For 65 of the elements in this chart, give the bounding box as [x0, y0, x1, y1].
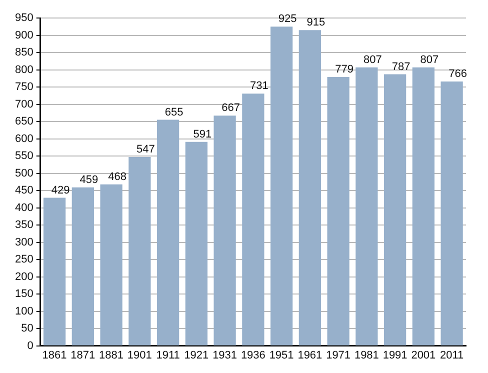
data-label: 766 — [448, 68, 467, 80]
bar — [214, 116, 236, 346]
bar — [72, 187, 94, 346]
data-label: 787 — [392, 60, 410, 73]
x-tick-label: 1991 — [382, 349, 408, 362]
bar — [270, 26, 293, 346]
y-tick-label: 100 — [14, 305, 34, 318]
data-label: 925 — [278, 13, 297, 26]
bar — [128, 157, 151, 346]
x-tick-label: 1901 — [127, 349, 152, 362]
y-tick-label: 350 — [14, 219, 34, 232]
x-tick-label: 1981 — [354, 349, 379, 362]
bar — [242, 94, 264, 346]
x-tick-label: 1921 — [184, 349, 209, 362]
y-tick-label: 300 — [14, 236, 34, 248]
x-tick-label: 1931 — [212, 349, 238, 362]
bar — [327, 77, 350, 346]
x-tick-label: 1961 — [298, 349, 322, 362]
y-tick-label: 950 — [14, 12, 34, 24]
y-tick-label: 400 — [14, 202, 34, 214]
bar — [43, 198, 66, 346]
bar — [440, 81, 463, 346]
x-tick-label: 1861 — [42, 349, 67, 362]
y-tick-label: 450 — [14, 184, 34, 197]
x-tick-label: 2001 — [411, 349, 436, 362]
bar — [384, 74, 406, 346]
data-label: 807 — [364, 54, 382, 66]
data-label: 459 — [80, 174, 98, 186]
data-label: 731 — [250, 80, 268, 92]
data-label: 547 — [136, 144, 155, 156]
y-tick-label: 850 — [14, 46, 34, 59]
data-label: 807 — [420, 54, 439, 66]
bar — [100, 184, 122, 346]
data-label: 429 — [51, 184, 70, 196]
y-tick-label: 50 — [21, 322, 34, 335]
x-tick-label: 1971 — [326, 349, 351, 362]
bar — [185, 142, 208, 346]
data-label: 915 — [306, 16, 326, 29]
data-label: 468 — [108, 170, 126, 183]
y-tick-label: 600 — [14, 132, 34, 145]
bar — [412, 67, 434, 346]
y-tick-label: 550 — [14, 150, 34, 162]
x-tick-label: 1951 — [269, 349, 294, 362]
y-tick-label: 900 — [14, 29, 34, 42]
y-tick-label: 500 — [14, 167, 34, 180]
y-tick-label: 800 — [14, 64, 34, 76]
data-label: 655 — [164, 106, 184, 118]
data-label: 779 — [335, 64, 354, 76]
bar — [156, 120, 180, 346]
y-tick-label: 250 — [14, 254, 34, 266]
y-tick-label: 150 — [14, 288, 34, 300]
data-label: 591 — [193, 128, 212, 140]
bar — [356, 67, 378, 346]
x-tick-label: 1881 — [99, 349, 124, 362]
data-label: 667 — [222, 102, 240, 114]
x-tick-label: 1936 — [240, 349, 266, 362]
y-tick-label: 750 — [14, 81, 34, 94]
x-tick-label: 1871 — [70, 349, 96, 362]
y-tick-label: 0 — [27, 340, 34, 352]
x-tick-label: 2011 — [440, 349, 464, 362]
y-tick-label: 700 — [14, 98, 34, 110]
y-tick-label: 200 — [14, 270, 34, 283]
y-tick-label: 650 — [14, 116, 34, 128]
x-tick-label: 1911 — [156, 349, 180, 362]
bar — [298, 30, 321, 346]
